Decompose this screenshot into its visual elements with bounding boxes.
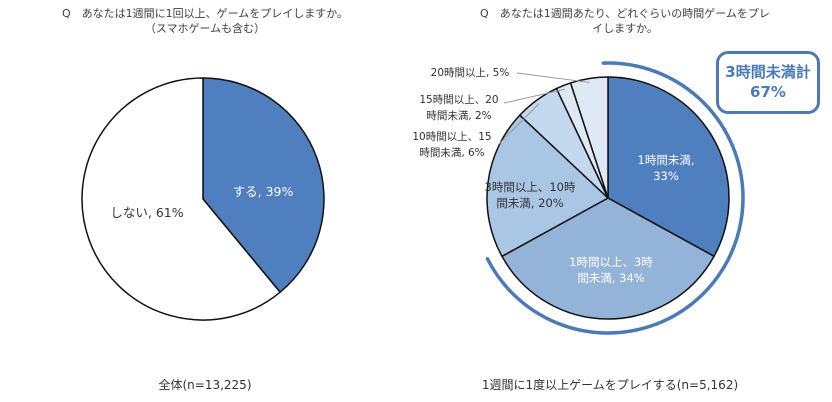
right-footer: 1週間に1度以上ゲームをプレイする(n=5,162) [481,378,739,392]
right-question: Q あなたは1週間あたり、どれぐらいの時間ゲームをプレ イしますか。 [440,6,810,36]
right-slice-label-4-line2: 時間未満, 6% [419,147,484,159]
right-slice-label-1-line2: 33% [653,169,679,183]
right-pie-slice-3 [486,114,610,258]
right-leader-line-6 [516,72,590,83]
right-slice-label-4-line1: 10時間以上、15 [412,131,491,143]
right-leader-line-4 [497,102,540,146]
right-slice-label-5-line2: 時間未満, 2% [426,110,491,122]
left-footer: 全体(n=13,225) [158,378,252,392]
left-question: Q あなたは1週間に1回以上、ゲームをプレイしますか。 （スマホゲームも含む） [40,6,370,36]
left-pie-slice-2 [81,77,282,321]
left-slice-label-yes-line1: する, 39% [233,184,294,199]
left-slice-label-no-line1: しない, 61% [110,205,183,220]
right-question-line1: Q あなたは1週間あたり、どれぐらいの時間ゲームをプレ [480,7,770,20]
left-pie-slice-1 [202,77,325,294]
right-slice-label-6-line1: 20時間以上, 5% [431,67,510,79]
right-slice-label-5-line1: 15時間以上、20 [419,94,498,106]
under-3h-callout: 3時間未満計 67% [716,51,820,114]
right-slice-label-3-line2: 間未満, 20% [496,196,563,210]
callout-label: 3時間未満計 [725,63,811,81]
under-3h-bracket-arc [485,61,745,335]
right-pie-slice-1 [607,76,730,258]
right-leader-line-5 [503,88,566,104]
right-pie-slice-6 [569,76,609,199]
callout-value: 67% [750,83,786,101]
left-question-line2: （スマホゲームも含む） [144,22,266,35]
right-question-line2: イしますか。 [592,22,658,35]
right-slice-label-3-line1: 3時間以上、10時 [485,180,576,194]
right-slice-label-2-line1: 1時間以上、3時 [569,255,653,269]
right-pie-slice-2 [500,197,716,320]
right-slice-label-1-line1: 1時間未満, [638,153,695,167]
right-slice-label-2-line2: 間未満, 34% [577,271,644,285]
left-question-line1: Q あなたは1週間に1回以上、ゲームをプレイしますか。 [61,7,349,20]
